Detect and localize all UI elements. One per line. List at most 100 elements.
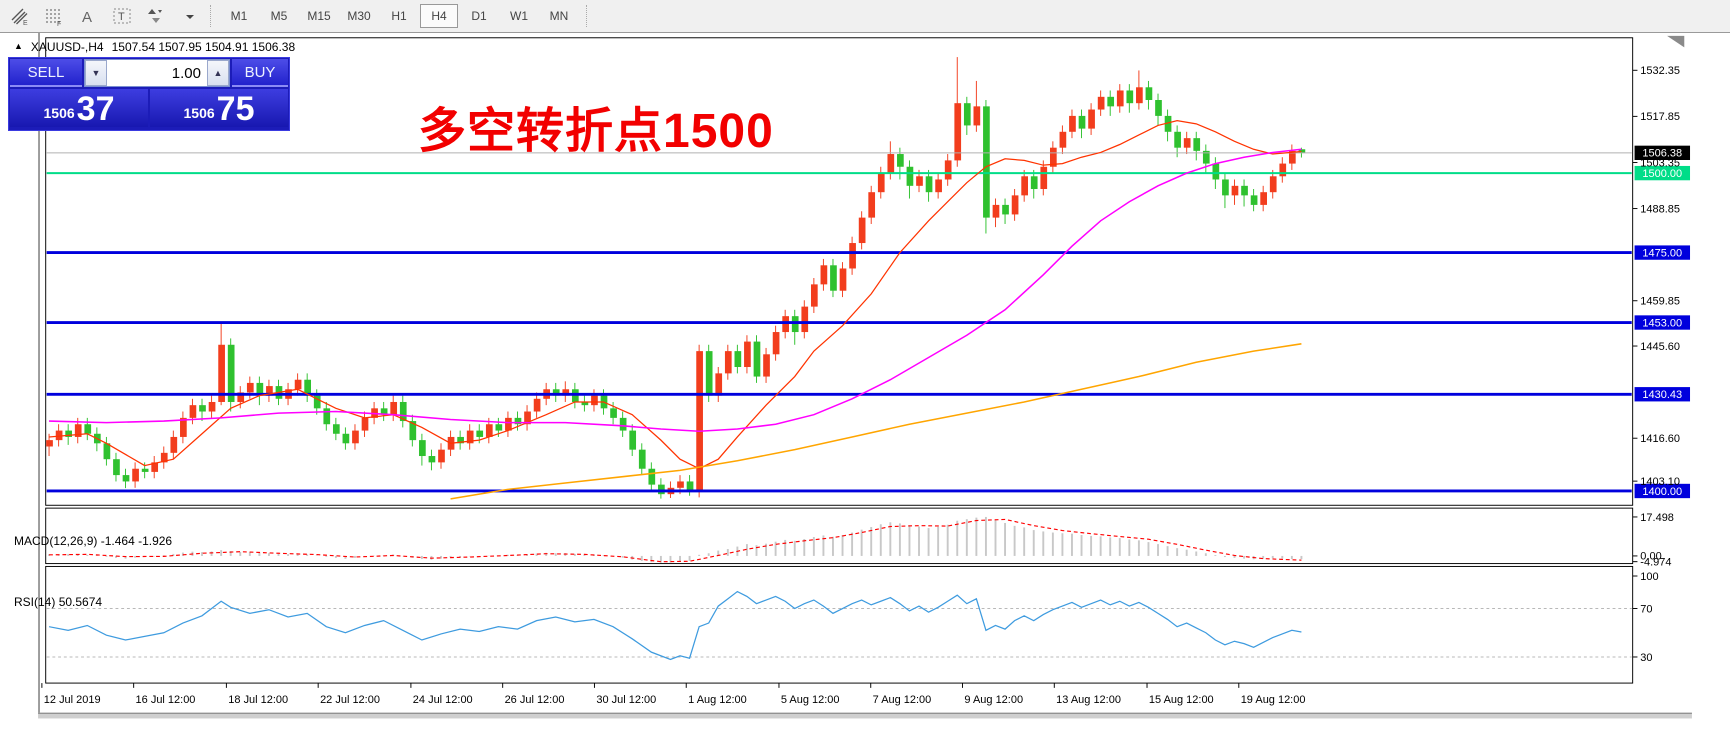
tf-button-m5[interactable]: M5 (270, 9, 288, 23)
dropdown-caret-icon[interactable] (178, 4, 202, 28)
toolbar-separator (210, 5, 212, 27)
svg-text:F: F (57, 21, 61, 27)
symbol-name: XAUUSD-,H4 (30, 40, 104, 54)
candle-body (581, 401, 589, 406)
date-label: 22 Jul 12:00 (320, 694, 380, 706)
candle-body (1279, 163, 1287, 177)
price-tick-label: 1517.85 (1640, 111, 1680, 123)
candle-body (256, 382, 264, 396)
candle-body (1107, 96, 1115, 107)
candle-body (342, 433, 350, 444)
date-label: 18 Jul 12:00 (228, 694, 288, 706)
volume-increase-button[interactable]: ▲ (207, 60, 229, 86)
candle-body (648, 468, 656, 485)
candle-body (610, 408, 617, 418)
tf-button-w1[interactable]: W1 (510, 9, 528, 23)
candle-body (877, 173, 885, 193)
sell-price-button[interactable]: 1506 37 (10, 89, 148, 127)
candle-body (199, 405, 206, 412)
candle-body (180, 417, 187, 437)
candle-body (390, 401, 398, 415)
candle-body (266, 386, 273, 396)
price-tick-label: 1416.60 (1640, 433, 1680, 445)
svg-text:E: E (23, 20, 28, 27)
price-level-label: 1430.43 (1642, 389, 1682, 401)
tf-button-m15[interactable]: M15 (307, 9, 331, 23)
candle-body (619, 417, 627, 431)
date-label: 24 Jul 12:00 (413, 694, 473, 706)
candle-body (954, 103, 962, 161)
candle-body (1231, 185, 1239, 196)
chart-window[interactable]: 1506.38 1500.00 1475.00 1453.00 1430.43 1400.… (0, 33, 1730, 750)
candle-body (1097, 96, 1105, 110)
candle-body (514, 417, 522, 425)
sell-button[interactable]: SELL (10, 59, 82, 87)
candle-body (734, 351, 742, 368)
candle-body (1174, 131, 1181, 148)
candle-body (1030, 176, 1038, 190)
text-label-icon[interactable]: T (110, 4, 134, 28)
fibonacci-retracement-icon[interactable]: F (42, 4, 66, 28)
candle-body (724, 351, 732, 374)
volume-input[interactable]: 1.00 (171, 64, 201, 82)
candle-body (1059, 131, 1067, 148)
candle-body (332, 424, 340, 434)
candle-body (744, 341, 751, 368)
tf-button-h4[interactable]: H4 (420, 4, 458, 28)
candle-body (916, 176, 923, 186)
equidistant-channel-icon[interactable]: E (8, 4, 32, 28)
candle-body (830, 265, 837, 291)
candle-body (151, 462, 159, 472)
tf-button-h1[interactable]: H1 (391, 9, 407, 23)
main-pane (45, 37, 1634, 506)
date-label: 16 Jul 12:00 (136, 694, 196, 706)
candle-body (1241, 185, 1248, 196)
candle-body (1040, 166, 1048, 190)
price-tick-label: 1503.35 (1640, 157, 1680, 169)
rsi-pane (45, 565, 1634, 684)
tf-button-m1[interactable]: M1 (230, 9, 248, 23)
buy-price-button[interactable]: 1506 75 (150, 89, 288, 127)
candle-body (935, 179, 942, 193)
symbol-ohlc: 1507.54 1507.95 1504.91 1506.38 (111, 40, 296, 54)
tf-button-m30[interactable]: M30 (347, 9, 371, 23)
buy-button[interactable]: BUY (232, 59, 288, 87)
symbol-header: ▲ XAUUSD-,H4 1507.54 1507.95 1504.91 150… (14, 40, 295, 54)
tf-button-mn[interactable]: MN (549, 9, 569, 23)
candle-body (65, 430, 72, 437)
chart-canvas[interactable]: 1506.38 1500.00 1475.00 1453.00 1430.43 1400.… (0, 33, 1730, 750)
date-label: 1 Aug 12:00 (688, 694, 747, 706)
sell-price-digits: 37 (76, 90, 115, 128)
candle-body (1002, 204, 1009, 215)
macd-label: MACD(12,26,9) -1.464 -1.926 (14, 534, 173, 548)
symbol-collapse-icon[interactable]: ▲ (14, 41, 23, 51)
candle-body (189, 405, 197, 418)
candle-body (399, 401, 407, 422)
rsi-tick-label: 30 (1640, 652, 1652, 664)
candle-body (562, 389, 570, 396)
candle-body (524, 411, 531, 425)
candle-body (170, 436, 178, 453)
candle-body (638, 449, 646, 469)
candle-body (705, 351, 713, 396)
svg-text:T: T (118, 11, 125, 23)
arrow-tools-icon[interactable] (144, 4, 168, 28)
price-tick-label: 1403.10 (1640, 476, 1680, 488)
price-level-label-box (1634, 165, 1691, 181)
candle-body (1116, 90, 1124, 107)
price-level-label: 1506.38 (1642, 148, 1682, 160)
candle-body (1145, 87, 1153, 101)
toolbar-separator (586, 5, 588, 27)
candle-body (839, 268, 847, 291)
candle-body (868, 192, 876, 218)
text-icon[interactable]: A (76, 4, 100, 28)
candle-body (1088, 109, 1095, 129)
candle-body (1164, 115, 1172, 132)
rsi-line (48, 590, 1302, 661)
volume-decrease-button[interactable]: ▼ (85, 60, 107, 86)
candle-body (1298, 149, 1306, 153)
candle-body (380, 408, 388, 415)
tf-button-d1[interactable]: D1 (471, 9, 487, 23)
candle-body (1155, 100, 1162, 116)
sell-price-prefix: 1506 (43, 105, 75, 121)
